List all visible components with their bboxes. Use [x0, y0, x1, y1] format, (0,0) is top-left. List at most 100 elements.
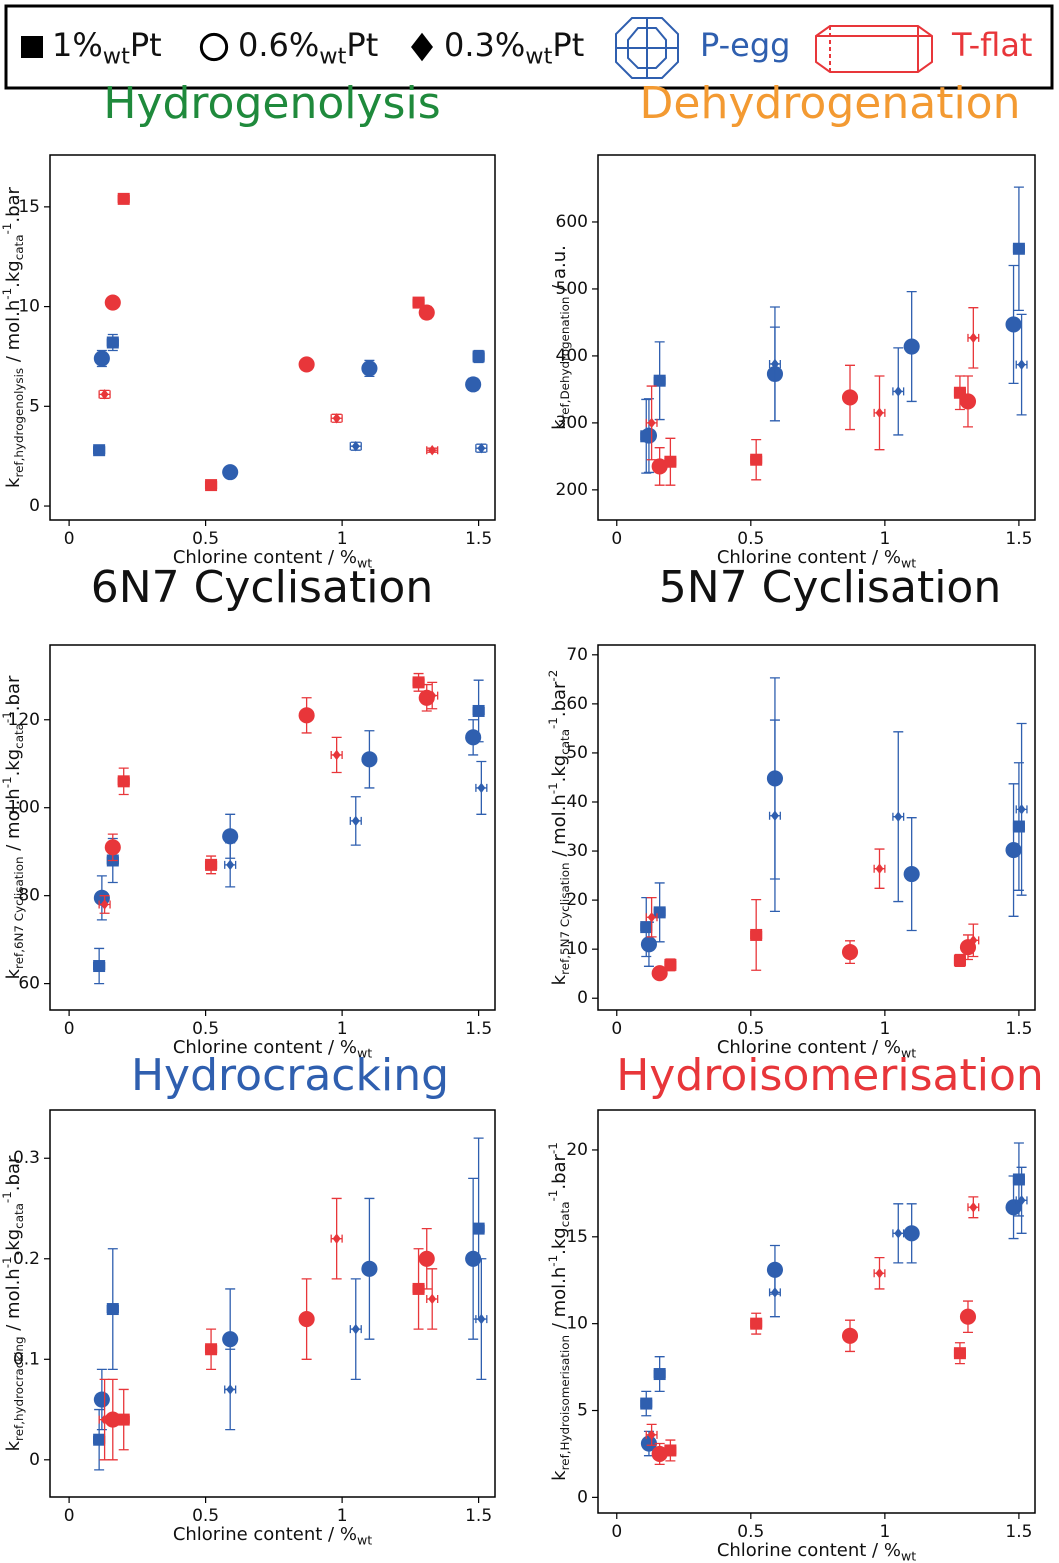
data-point: [1012, 242, 1025, 255]
x-axis-label: Chlorine content / %wt: [717, 1037, 916, 1060]
label-part: / mol.h: [3, 1268, 24, 1336]
data-point: [841, 944, 859, 961]
data-point: [770, 1287, 779, 1298]
x-tick-label: 0: [64, 1506, 75, 1526]
label-part: Pt: [552, 26, 584, 64]
data-point: [100, 1414, 109, 1425]
y-axis-label: kref,6N7 Cyclisation / mol.h-1.kgcata-1.…: [0, 675, 26, 979]
label-part: -1: [546, 1142, 560, 1154]
chart-title: 5N7 Cyclisation: [659, 562, 1001, 613]
data-point: [465, 729, 482, 746]
label-part: / a.u.: [549, 245, 570, 296]
label-part: ref,hydrocracking: [12, 1336, 26, 1440]
label-part: 1%: [52, 26, 103, 64]
data-point: [93, 960, 106, 973]
data-point: [647, 912, 656, 923]
plot-frame: [49, 1109, 496, 1498]
y-tick-label: 0.1: [13, 1349, 40, 1369]
data-point: [351, 441, 360, 452]
label-part: k: [549, 419, 570, 430]
x-tick-label: 1: [879, 529, 890, 549]
data-point: [298, 1311, 315, 1328]
data-point: [117, 775, 130, 788]
y-tick-label: 0: [577, 988, 588, 1008]
data-point: [750, 453, 763, 466]
legend-box: [4, 4, 1054, 90]
x-tick-label: 1.5: [465, 1506, 492, 1526]
data-point: [106, 336, 119, 349]
x-tick-label: 0: [64, 1019, 75, 1039]
label-part: -1: [0, 776, 14, 788]
data-point: [894, 386, 903, 397]
label-part: Chlorine content / %: [717, 547, 901, 568]
data-point: [361, 751, 378, 768]
label-part: k: [549, 1470, 570, 1481]
label-part: .bar: [3, 186, 24, 222]
plot-frame: [597, 644, 1036, 1011]
data-point: [953, 1347, 966, 1360]
data-point: [750, 928, 763, 941]
x-tick-label: 1: [337, 1506, 348, 1526]
data-point: [93, 1433, 106, 1446]
data-point: [104, 839, 121, 856]
y-axis-label: kref,hydrogenolysis / mol.h-1.kgcata-1.b…: [0, 186, 26, 488]
y-tick-label: 70: [566, 645, 588, 665]
x-tick-label: 1.5: [1005, 529, 1032, 549]
data-point: [477, 782, 486, 794]
data-point: [298, 707, 315, 724]
plot-frame: [49, 644, 496, 1011]
y-tick-label: 400: [556, 346, 588, 366]
data-point: [640, 936, 657, 953]
y-tick-label: 50: [566, 743, 588, 763]
y-tick-label: 0.3: [13, 1148, 40, 1168]
y-tick-label: 60: [566, 694, 588, 714]
y-tick-label: 80: [18, 886, 40, 906]
data-point: [953, 954, 966, 967]
x-tick-label: 0.5: [737, 1522, 764, 1542]
data-point: [969, 332, 978, 344]
x-axis-label: Chlorine content / %wt: [173, 547, 372, 570]
y-tick-label: 200: [556, 480, 588, 500]
label-part: cata: [558, 1201, 572, 1227]
x-tick-label: 0: [611, 1522, 622, 1542]
label-part: .bar: [3, 1155, 24, 1191]
label-part: Chlorine content / %: [173, 1037, 357, 1058]
data-point: [969, 935, 978, 946]
data-point: [664, 958, 677, 971]
data-point: [428, 690, 437, 701]
y-tick-label: 10: [566, 1314, 588, 1334]
data-point: [770, 810, 779, 821]
data-point: [1005, 1199, 1022, 1216]
y-tick-label: 0: [29, 496, 40, 516]
data-point: [651, 1445, 668, 1462]
x-tick-label: 0.5: [192, 1506, 219, 1526]
t-flat-icon: [815, 25, 933, 73]
y-tick-label: 40: [566, 792, 588, 812]
data-point: [477, 442, 486, 454]
legend-label: 0.6%wtPt: [238, 26, 378, 69]
label-part: wt: [901, 1548, 916, 1563]
label-part: wt: [901, 1045, 916, 1060]
label-part: .bar: [549, 681, 570, 717]
x-tick-label: 0.5: [192, 529, 219, 549]
data-point: [472, 1222, 485, 1235]
label-part: -2: [546, 670, 560, 682]
data-point: [894, 811, 903, 822]
data-point: [1005, 842, 1022, 859]
data-point: [647, 417, 656, 429]
chart-title: Hydroisomerisation: [616, 1050, 1044, 1101]
x-tick-label: 0.5: [737, 1019, 764, 1039]
data-point: [640, 1397, 653, 1410]
y-tick-label: 15: [566, 1227, 588, 1247]
y-tick-label: 30: [566, 841, 588, 861]
data-point: [104, 294, 121, 311]
legend-label: T-flat: [951, 26, 1032, 64]
label-part: wt: [357, 1045, 372, 1060]
y-tick-label: 15: [18, 197, 40, 217]
data-point: [651, 458, 668, 475]
label-part: wt: [525, 43, 552, 69]
data-point: [1017, 359, 1026, 370]
data-point: [903, 866, 920, 883]
label-part: -1: [546, 717, 560, 729]
